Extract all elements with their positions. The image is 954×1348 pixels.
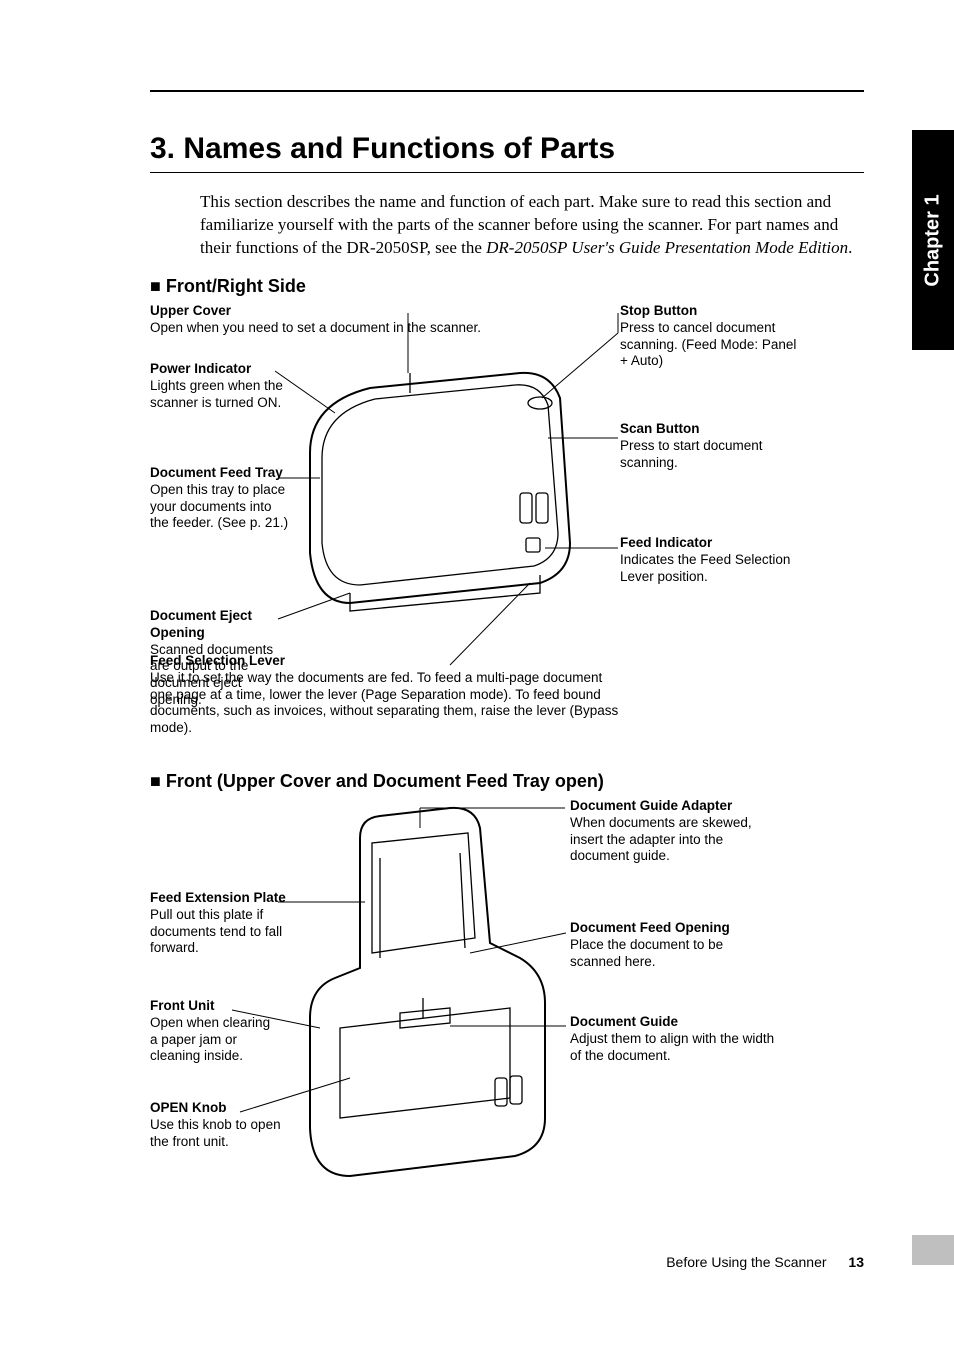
chapter-tab: Chapter 1 [912, 130, 954, 350]
feed-ext-plate-title: Feed Extension Plate [150, 890, 295, 907]
doc-guide-adapter-body: When documents are skewed, insert the ad… [570, 815, 770, 866]
subhead-front-open: Front (Upper Cover and Document Feed Tra… [150, 771, 864, 792]
top-rule [150, 90, 864, 92]
callout-front-unit: Front Unit Open when clearing a paper ja… [150, 998, 275, 1066]
front-unit-title: Front Unit [150, 998, 275, 1015]
callout-upper-cover: Upper Cover Open when you need to set a … [150, 303, 540, 337]
callout-power-indicator: Power Indicator Lights green when the sc… [150, 361, 290, 412]
stop-button-title: Stop Button [620, 303, 800, 320]
chapter-tab-label: Chapter 1 [922, 194, 945, 286]
section-title: 3. Names and Functions of Parts [150, 132, 864, 173]
callout-open-knob: OPEN Knob Use this knob to open the fron… [150, 1100, 290, 1151]
callout-doc-guide: Document Guide Adjust them to align with… [570, 1014, 780, 1065]
front-unit-body: Open when clearing a paper jam or cleani… [150, 1015, 275, 1066]
footer: Before Using the Scanner 13 [0, 1254, 864, 1270]
callout-doc-feed-tray: Document Feed Tray Open this tray to pla… [150, 465, 290, 533]
intro-tail: . [848, 238, 852, 257]
doc-guide-body: Adjust them to align with the width of t… [570, 1031, 780, 1065]
feed-indicator-title: Feed Indicator [620, 535, 800, 552]
open-knob-title: OPEN Knob [150, 1100, 290, 1117]
callout-doc-feed-opening: Document Feed Opening Place the document… [570, 920, 770, 971]
callout-feed-sel-lever: Feed Selection Lever Use it to set the w… [150, 653, 620, 737]
feed-indicator-body: Indicates the Feed Selection Lever posit… [620, 552, 800, 586]
subhead-front-right: Front/Right Side [150, 276, 864, 297]
callout-stop-button: Stop Button Press to cancel document sca… [620, 303, 800, 371]
page: Chapter 1 3. Names and Functions of Part… [0, 0, 954, 1348]
intro-italic: DR-2050SP User's Guide Presentation Mode… [486, 238, 848, 257]
power-indicator-title: Power Indicator [150, 361, 290, 378]
callout-doc-guide-adapter: Document Guide Adapter When documents ar… [570, 798, 770, 866]
callout-feed-indicator: Feed Indicator Indicates the Feed Select… [620, 535, 800, 586]
doc-feed-opening-title: Document Feed Opening [570, 920, 770, 937]
power-indicator-body: Lights green when the scanner is turned … [150, 378, 290, 412]
open-knob-body: Use this knob to open the front unit. [150, 1117, 290, 1151]
upper-cover-body: Open when you need to set a document in … [150, 320, 540, 337]
scan-button-title: Scan Button [620, 421, 800, 438]
doc-feed-tray-body: Open this tray to place your documents i… [150, 482, 290, 533]
scan-button-body: Press to start document scanning. [620, 438, 800, 472]
side-gray-block [912, 1235, 954, 1265]
stop-button-body: Press to cancel document scanning. (Feed… [620, 320, 800, 371]
intro-paragraph: This section describes the name and func… [200, 191, 864, 260]
feed-sel-lever-title: Feed Selection Lever [150, 653, 620, 670]
diagram-front-open: Feed Extension Plate Pull out this plate… [150, 798, 864, 1198]
footer-text: Before Using the Scanner [666, 1254, 826, 1270]
doc-eject-title: Document Eject Opening [150, 608, 290, 642]
doc-guide-title: Document Guide [570, 1014, 780, 1031]
doc-guide-adapter-title: Document Guide Adapter [570, 798, 770, 815]
callout-scan-button: Scan Button Press to start document scan… [620, 421, 800, 472]
doc-feed-tray-title: Document Feed Tray [150, 465, 290, 482]
callout-feed-ext-plate: Feed Extension Plate Pull out this plate… [150, 890, 295, 958]
page-number: 13 [848, 1254, 864, 1270]
upper-cover-title: Upper Cover [150, 303, 540, 320]
feed-sel-lever-body: Use it to set the way the documents are … [150, 670, 620, 738]
doc-feed-opening-body: Place the document to be scanned here. [570, 937, 770, 971]
diagram-front-right: Upper Cover Open when you need to set a … [150, 303, 864, 763]
feed-ext-plate-body: Pull out this plate if documents tend to… [150, 907, 295, 958]
